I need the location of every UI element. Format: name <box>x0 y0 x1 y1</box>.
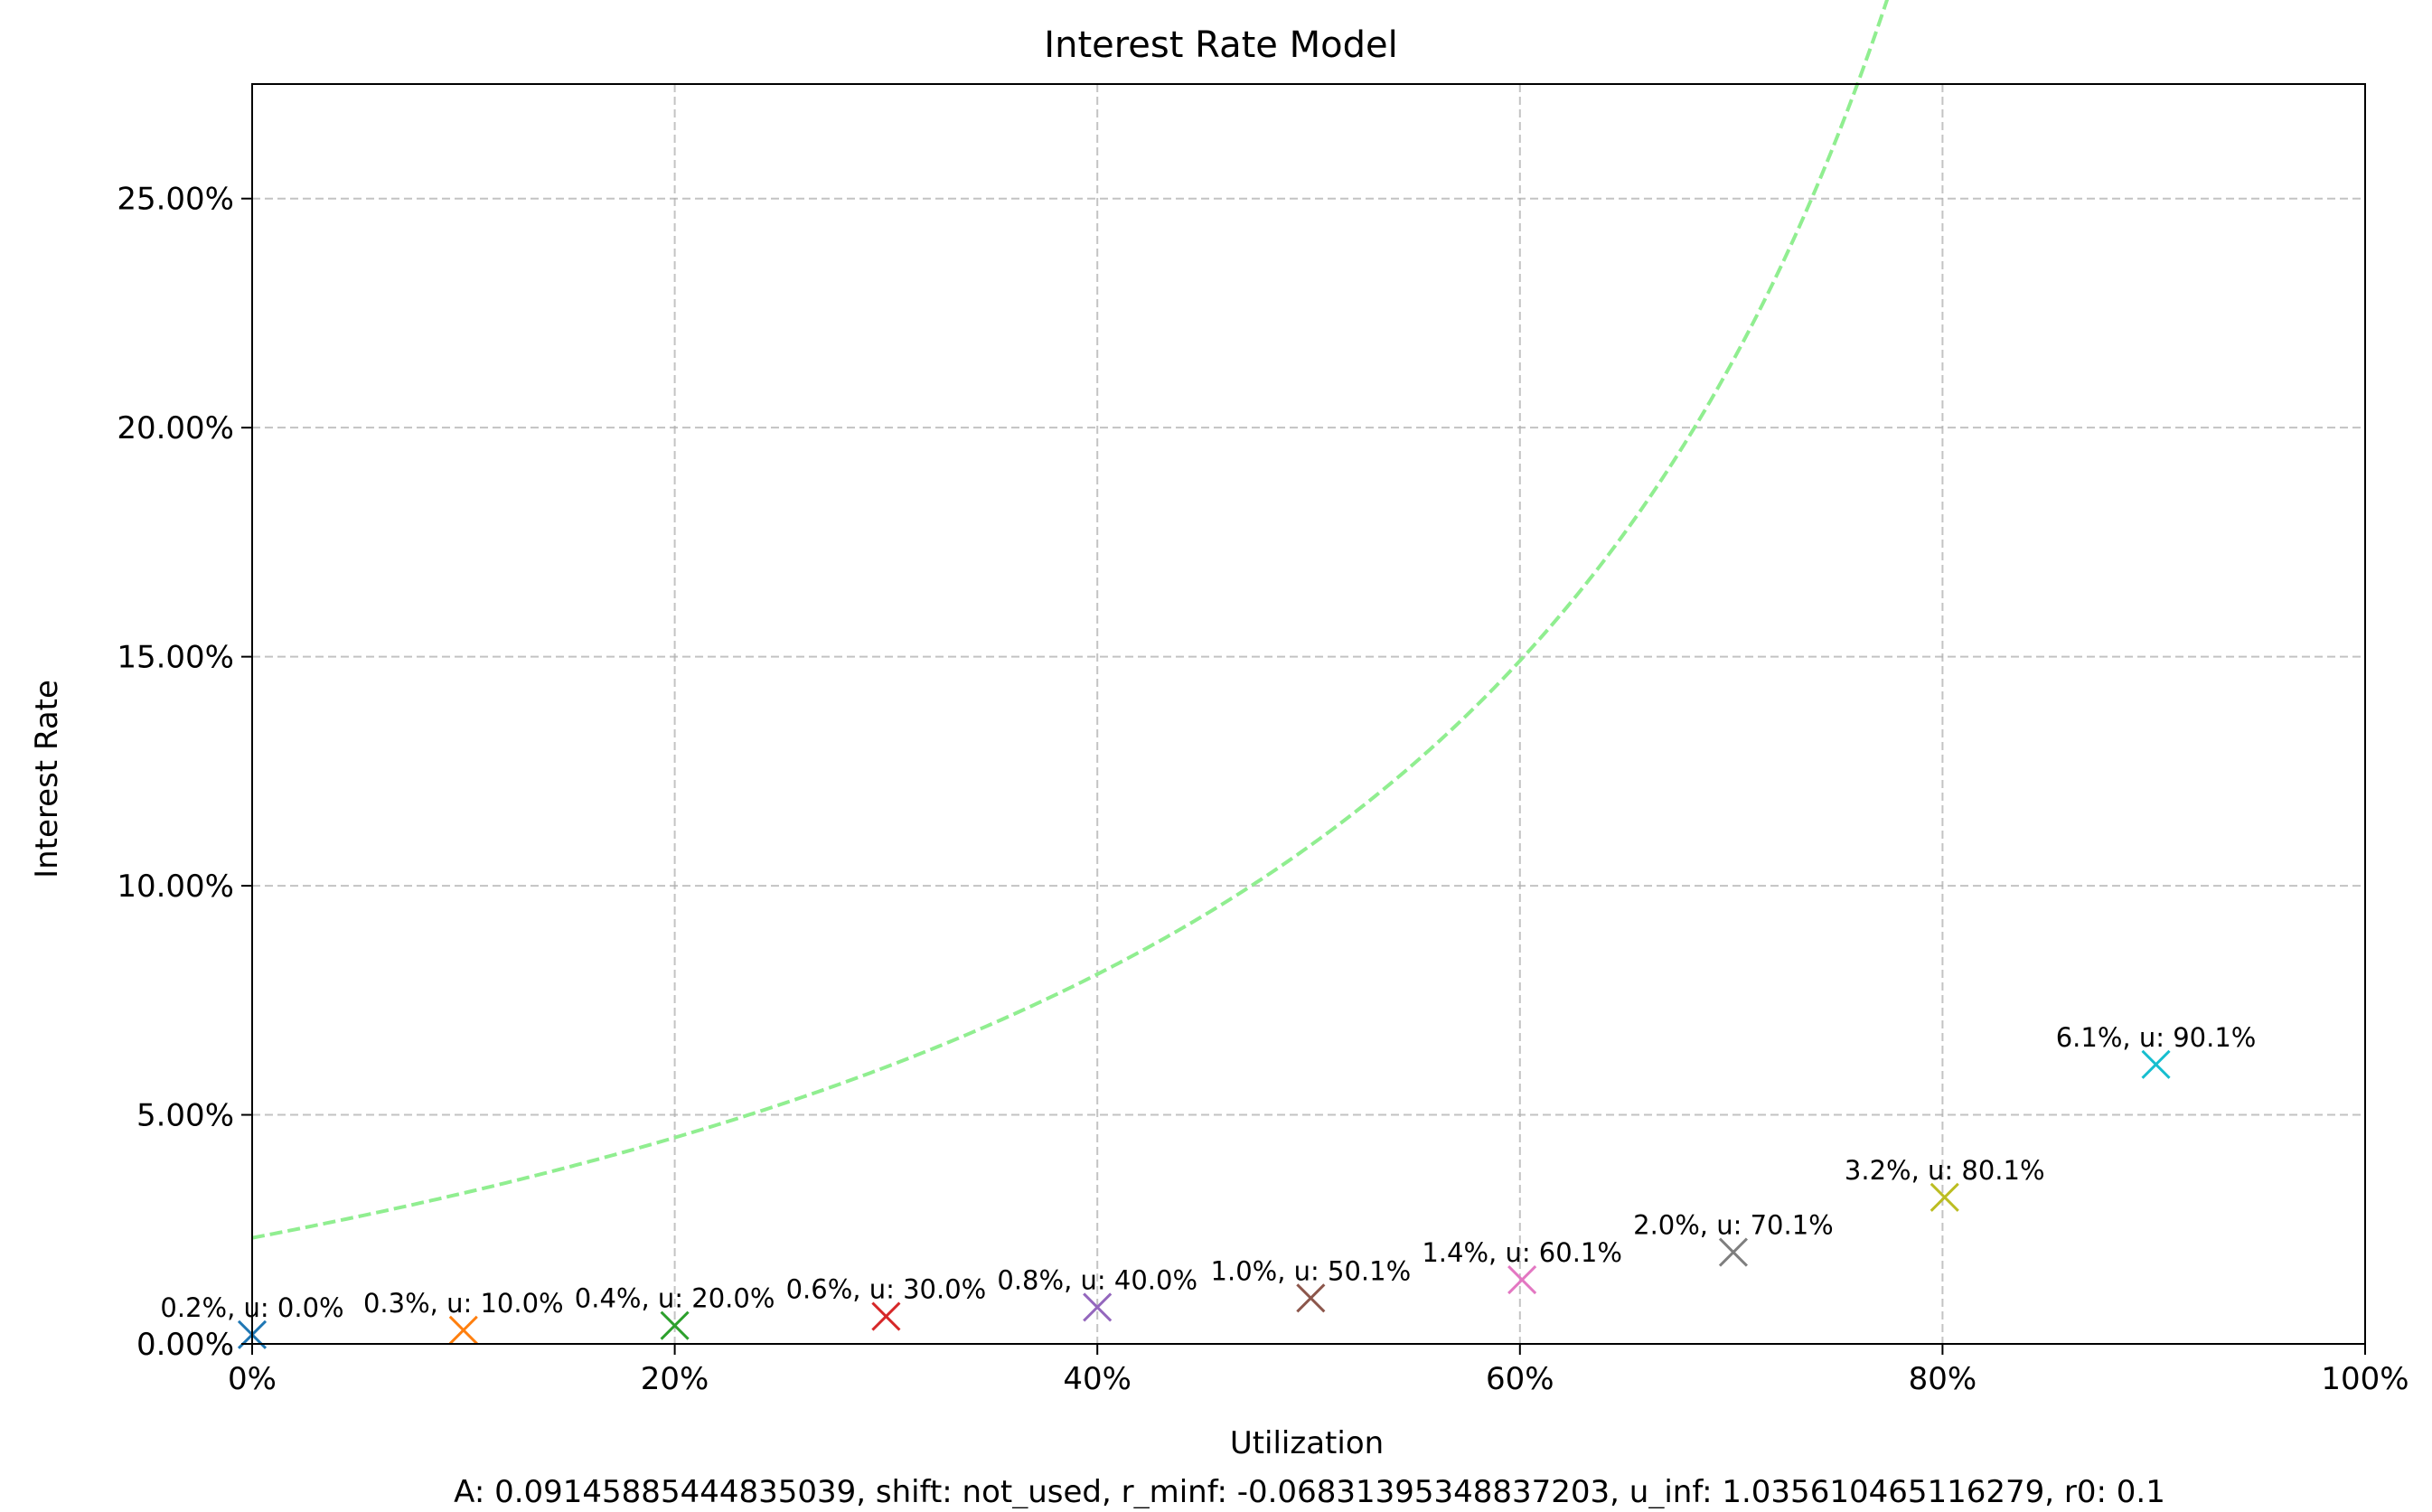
x-tick-label: 60% <box>1486 1361 1554 1397</box>
y-tick-label: 5.00% <box>136 1098 234 1134</box>
x-tick-label: 0% <box>228 1361 277 1397</box>
parameter-footnote: A: 0.09145885444835039, shift: not_used,… <box>454 1474 2165 1508</box>
data-point-marker <box>660 1310 690 1340</box>
data-point-label: 0.3%, u: 10.0% <box>363 1288 564 1319</box>
data-point-label: 6.1%, u: 90.1% <box>2056 1022 2257 1053</box>
data-point-marker <box>448 1315 478 1345</box>
plot-frame <box>251 83 2366 1345</box>
data-point-marker <box>1507 1264 1537 1295</box>
marker-stroke <box>1930 1182 1959 1212</box>
y-tick-label: 15.00% <box>117 640 234 676</box>
marker-stroke <box>1507 1264 1537 1295</box>
y-tick-label: 20.00% <box>117 410 234 446</box>
marker-stroke <box>2141 1049 2171 1079</box>
data-point-marker <box>1718 1237 1748 1267</box>
marker-stroke <box>1083 1292 1113 1322</box>
data-point-marker <box>1296 1283 1326 1313</box>
marker-stroke <box>1718 1237 1748 1267</box>
y-axis-label: Interest Rate <box>29 680 65 878</box>
marker-stroke <box>448 1315 478 1345</box>
data-point-marker <box>871 1301 901 1331</box>
x-tick-label: 100% <box>2321 1361 2409 1397</box>
marker-stroke <box>871 1301 901 1331</box>
y-tick-label: 0.00% <box>136 1327 234 1363</box>
y-tick-label: 10.00% <box>117 869 234 905</box>
axis-ticks: 0% 20% 40% 60% 80% 100% 0.00% 5.00% 10.00% 15.00%… <box>117 182 2409 1397</box>
marker-stroke <box>660 1310 690 1340</box>
data-point-marker <box>2141 1049 2171 1079</box>
data-point-label: 0.4%, u: 20.0% <box>575 1283 775 1314</box>
x-axis-label: Utilization <box>1230 1425 1384 1461</box>
marker-stroke <box>1296 1283 1326 1313</box>
x-tick-label: 40% <box>1063 1361 1131 1397</box>
data-point-label: 0.8%, u: 40.0% <box>997 1264 1197 1295</box>
x-tick-label: 80% <box>1909 1361 1977 1397</box>
data-point-label: 1.0%, u: 50.1% <box>1211 1255 1412 1286</box>
data-point-marker <box>1930 1182 1959 1212</box>
data-point-label: 2.0%, u: 70.1% <box>1633 1210 1834 1241</box>
points-layer <box>237 1049 2171 1349</box>
y-tick-label: 25.00% <box>117 182 234 218</box>
data-point-label: 1.4%, u: 60.1% <box>1422 1237 1622 1268</box>
data-point-marker <box>1083 1292 1113 1322</box>
data-point-label: 3.2%, u: 80.1% <box>1845 1155 2045 1186</box>
data-point-label: 0.6%, u: 30.0% <box>786 1274 987 1305</box>
chart-title: Interest Rate Model <box>1044 24 1397 66</box>
x-tick-label: 20% <box>641 1361 709 1397</box>
